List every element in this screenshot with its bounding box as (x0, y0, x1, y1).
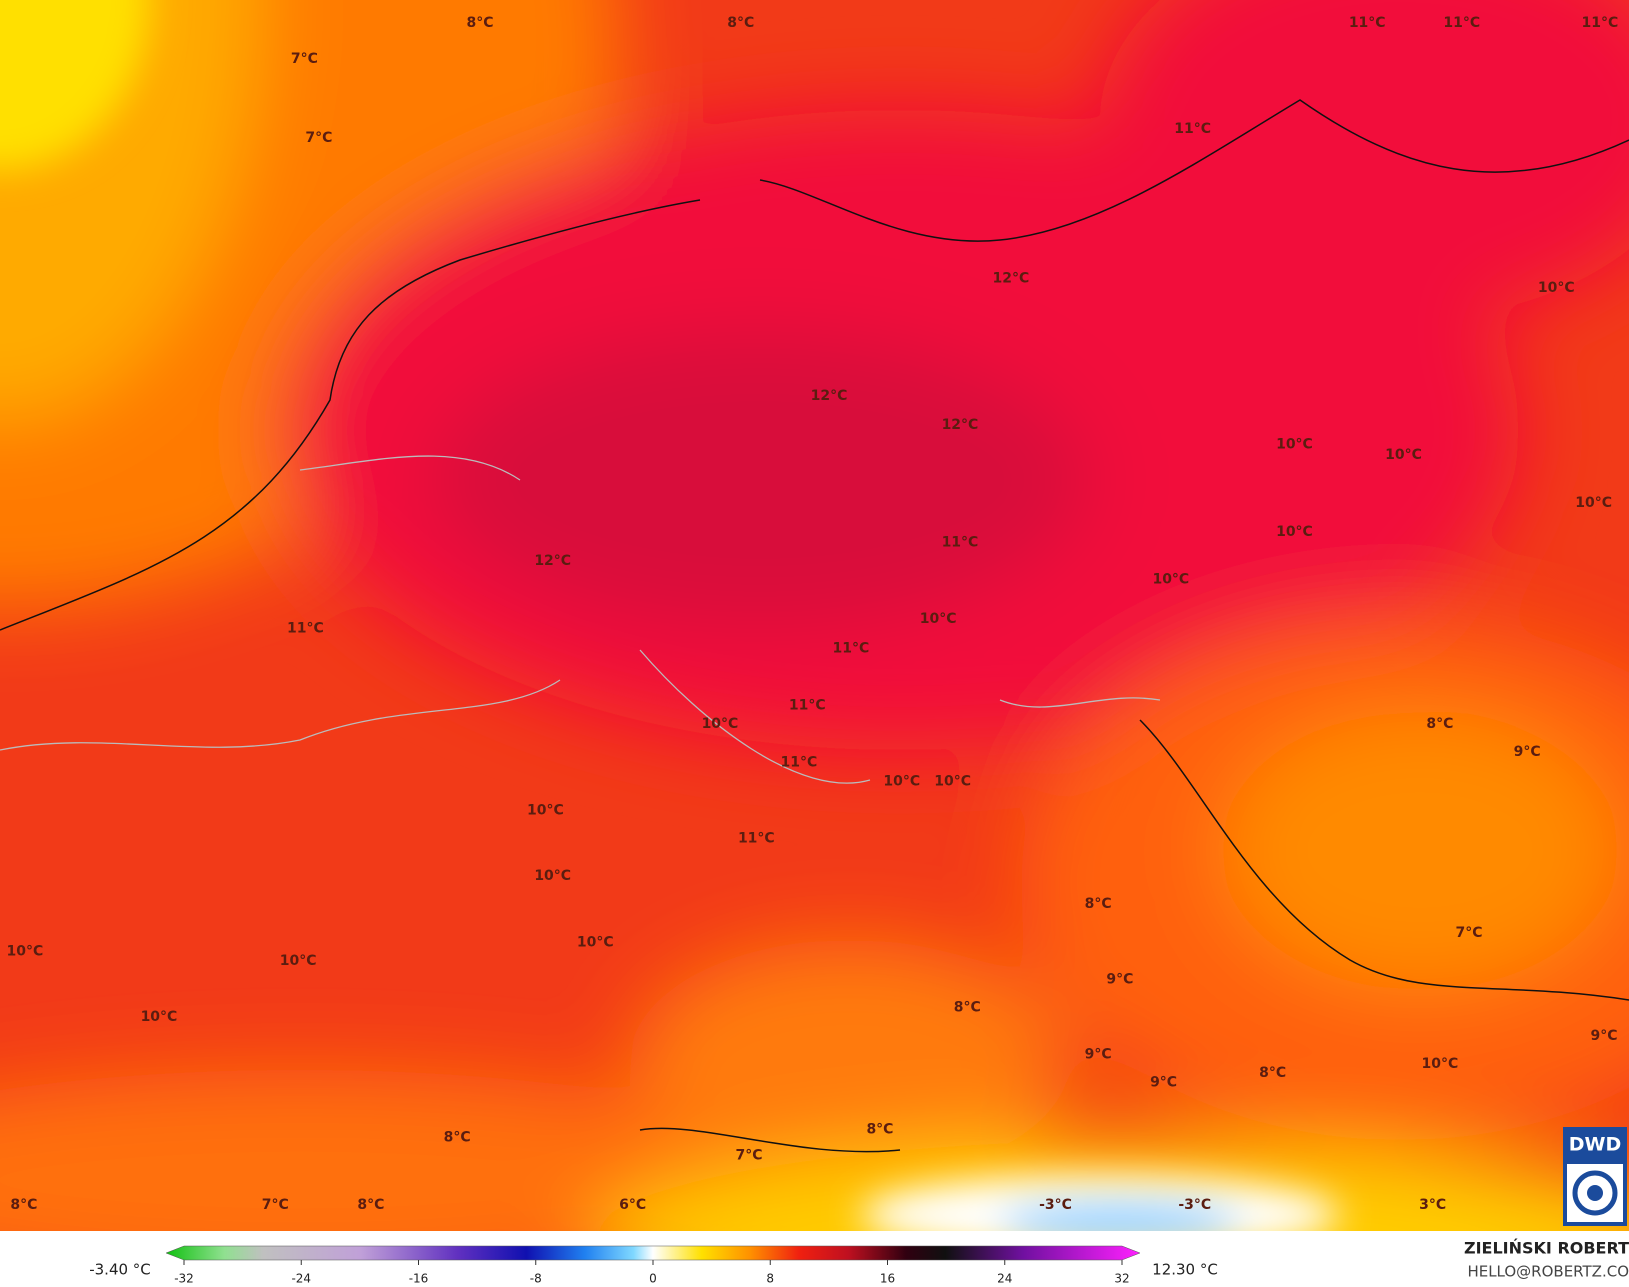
colorbar-tick-label: 0 (649, 1272, 657, 1286)
temperature-label: 11°C (1349, 15, 1386, 31)
temperature-label: 10°C (1276, 524, 1313, 540)
temperature-label: 10°C (883, 773, 920, 789)
temperature-label: 12°C (534, 553, 571, 569)
colorbar-tick-label: 8 (766, 1272, 774, 1286)
temperature-label: 7°C (736, 1147, 763, 1163)
temperature-label: 10°C (280, 953, 317, 969)
temperature-label: 12°C (811, 388, 848, 404)
temperature-label: 6°C (619, 1197, 646, 1213)
temperature-label: 9°C (1085, 1046, 1112, 1062)
temperature-label: 10°C (577, 934, 614, 950)
colorbar: -32 -24 -16 -8 0 8 16 24 32 (165, 1245, 1141, 1286)
temperature-label: 8°C (444, 1130, 471, 1146)
temperature-label: 8°C (466, 15, 493, 31)
temperature-label: 9°C (1591, 1028, 1618, 1044)
temperature-label: 11°C (781, 755, 818, 771)
temperature-label: 8°C (866, 1121, 893, 1137)
colorbar-tick-label: -32 (174, 1272, 194, 1286)
coastline (0, 99, 1629, 1153)
temperature-label: 7°C (262, 1197, 289, 1213)
temperature-label: 10°C (1152, 572, 1189, 588)
temperature-label: 10°C (1422, 1056, 1459, 1072)
temperature-label: 10°C (1276, 437, 1313, 453)
temperature-label: 8°C (1259, 1065, 1286, 1081)
temperature-label: 11°C (942, 534, 979, 550)
colorbar-tick-label: -24 (291, 1272, 311, 1286)
dwd-logo: DWD (1563, 1127, 1627, 1226)
temperature-label: 10°C (141, 1009, 178, 1025)
temperature-label: 12°C (942, 417, 979, 433)
temperature-label: 10°C (702, 716, 739, 732)
credit-email: HELLO@ROBERTZ.CO (1467, 1263, 1629, 1281)
temperature-label: 10°C (1538, 280, 1575, 296)
temperature-label: 10°C (920, 611, 957, 627)
temperature-label: 7°C (305, 130, 332, 146)
temperature-label: 7°C (291, 51, 318, 67)
logo-core (1587, 1185, 1603, 1201)
min-label: -3.40 °C (89, 1261, 151, 1279)
temperature-label: 8°C (1426, 716, 1453, 732)
temperature-label: 11°C (1443, 15, 1480, 31)
colorbar-tick-label: 32 (1114, 1272, 1129, 1286)
temperature-label: 3°C (1419, 1197, 1446, 1213)
temperature-label: 11°C (287, 621, 324, 637)
temperature-label: 8°C (357, 1197, 384, 1213)
temperature-label: 7°C (1456, 925, 1483, 941)
temperature-label: 10°C (934, 773, 971, 789)
max-label: 12.30 °C (1152, 1261, 1218, 1279)
border (0, 455, 1161, 784)
temperature-label: 9°C (1514, 744, 1541, 760)
temperature-label: 10°C (1385, 447, 1422, 463)
temperature-label: 9°C (1150, 1075, 1177, 1091)
temperature-label: 11°C (1174, 121, 1211, 137)
temperature-label: 9°C (1106, 972, 1133, 988)
colorbar-tick-label: 24 (997, 1272, 1012, 1286)
colorbar-tick-label: 16 (880, 1272, 895, 1286)
temperature-label: 10°C (1575, 495, 1612, 511)
temperature-label: -3°C (1039, 1197, 1072, 1213)
temperature-label: 12°C (992, 270, 1029, 286)
temperature-label: 10°C (534, 868, 571, 884)
temperature-label: 8°C (10, 1197, 37, 1213)
temperature-label: -3°C (1178, 1197, 1211, 1213)
colorbar-tick-label: -16 (409, 1272, 429, 1286)
credit-name: ZIELIŃSKI ROBERT (1464, 1239, 1629, 1258)
temperature-label: 8°C (727, 15, 754, 31)
temperature-label: 10°C (7, 944, 44, 960)
colorbar-tick-label: -8 (530, 1272, 542, 1286)
temperature-label: 11°C (832, 640, 869, 656)
temperature-label: 11°C (1582, 15, 1619, 31)
temperature-label: 8°C (954, 1000, 981, 1016)
temperature-labels: 8°C 8°C 11°C 11°C 11°C 7°C 7°C 11°C 12°C 10°C 12°C… (7, 15, 1619, 1213)
temperature-label: 8°C (1085, 896, 1112, 912)
temperature-label: 10°C (527, 802, 564, 818)
temperature-label: 11°C (738, 830, 775, 846)
temperature-label: 11°C (789, 697, 826, 713)
logo-text: DWD (1569, 1134, 1622, 1156)
colorbar-bar (165, 1245, 1141, 1261)
logo-swirl (1572, 1170, 1618, 1216)
